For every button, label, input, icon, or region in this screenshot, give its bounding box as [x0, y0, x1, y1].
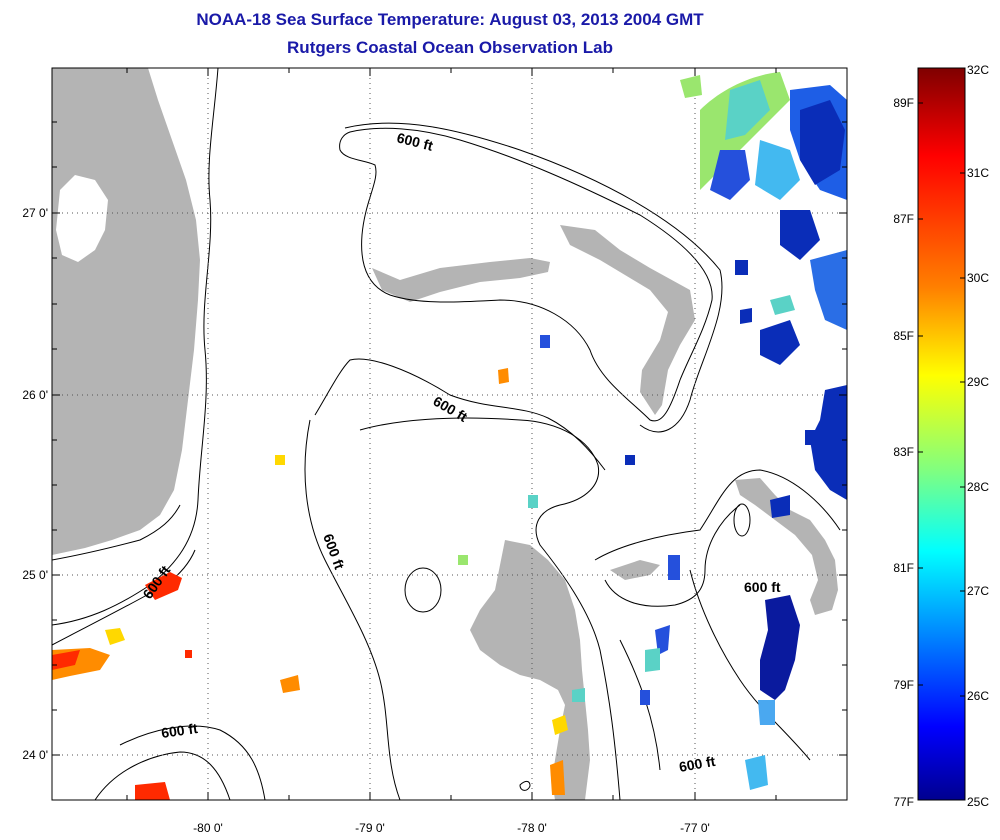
lat-label: 27 0' — [22, 206, 48, 220]
lon-label: -77 0' — [680, 821, 710, 835]
depth-label: 600 ft — [678, 753, 717, 775]
shoal-ellipse — [404, 567, 442, 613]
lbb-600ft-contour — [344, 122, 723, 433]
celsius-label: 25C — [967, 795, 989, 809]
andros-600ft-contour — [304, 419, 401, 800]
map-ticks — [52, 68, 847, 800]
fahrenheit-label: 81F — [893, 561, 914, 575]
map-area: 600 ft 600 ft 600 ft 600 ft 600 ft 600 f… — [52, 68, 847, 800]
fahrenheit-label: 89F — [893, 96, 914, 110]
celsius-label: 27C — [967, 584, 989, 598]
map-title: NOAA-18 Sea Surface Temperature: August … — [196, 10, 704, 29]
exuma-bank-outline — [594, 469, 841, 561]
lat-label: 26 0' — [22, 388, 48, 402]
lake-okeechobee — [56, 175, 108, 262]
colorbar-celsius-labels: 32C 31C 30C 29C 28C 27C 26C 25C — [967, 63, 989, 809]
little-bahama-bank — [339, 127, 713, 422]
longitude-labels: -80 0' -79 0' -78 0' -77 0' — [193, 821, 710, 835]
celsius-label: 26C — [967, 689, 989, 703]
great-bahama-bank-west — [359, 417, 621, 800]
florida-keys — [52, 504, 181, 561]
lon-label: -80 0' — [193, 821, 223, 835]
celsius-label: 30C — [967, 271, 989, 285]
fahrenheit-label: 77F — [893, 795, 914, 809]
grand-bahama-land — [372, 258, 550, 302]
fahrenheit-label: 79F — [893, 678, 914, 692]
map-subtitle: Rutgers Coastal Ocean Observation Lab — [287, 38, 613, 57]
cay-sal-600ft-contour — [119, 725, 266, 800]
celsius-label: 32C — [967, 63, 989, 77]
fahrenheit-label: 83F — [893, 445, 914, 459]
map-gridlines — [52, 68, 847, 800]
colorbar-fahrenheit-labels: 89F 87F 85F 83F 81F 79F 77F — [893, 96, 914, 809]
great-abaco-land — [560, 225, 695, 415]
fahrenheit-label: 85F — [893, 329, 914, 343]
map-frame — [51, 67, 848, 801]
andros-land — [470, 540, 590, 800]
depth-label: 600 ft — [160, 720, 199, 741]
depth-label: 600 ft — [744, 579, 781, 595]
lat-label: 24 0' — [22, 748, 48, 762]
fahrenheit-label: 87F — [893, 212, 914, 226]
colorbar — [917, 67, 966, 801]
lon-label: -78 0' — [517, 821, 547, 835]
celsius-label: 28C — [967, 480, 989, 494]
lon-label: -79 0' — [355, 821, 385, 835]
celsius-label: 29C — [967, 375, 989, 389]
lat-label: 25 0' — [22, 568, 48, 582]
sst-data-patches — [52, 72, 847, 800]
latitude-labels: 27 0' 26 0' 25 0' 24 0' — [22, 206, 48, 762]
celsius-label: 31C — [967, 166, 989, 180]
colorbar-c-ticks — [918, 102, 965, 697]
